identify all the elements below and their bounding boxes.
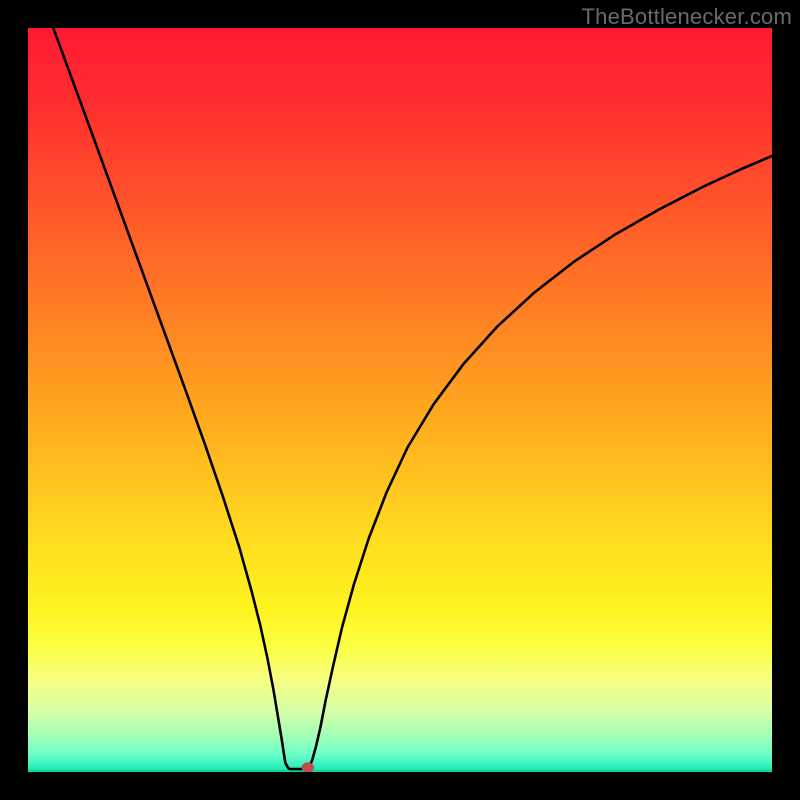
watermark-text: TheBottlenecker.com: [582, 4, 792, 30]
chart-background: [28, 28, 772, 772]
bottleneck-chart: [28, 28, 772, 772]
baseline-strip: [28, 770, 772, 772]
